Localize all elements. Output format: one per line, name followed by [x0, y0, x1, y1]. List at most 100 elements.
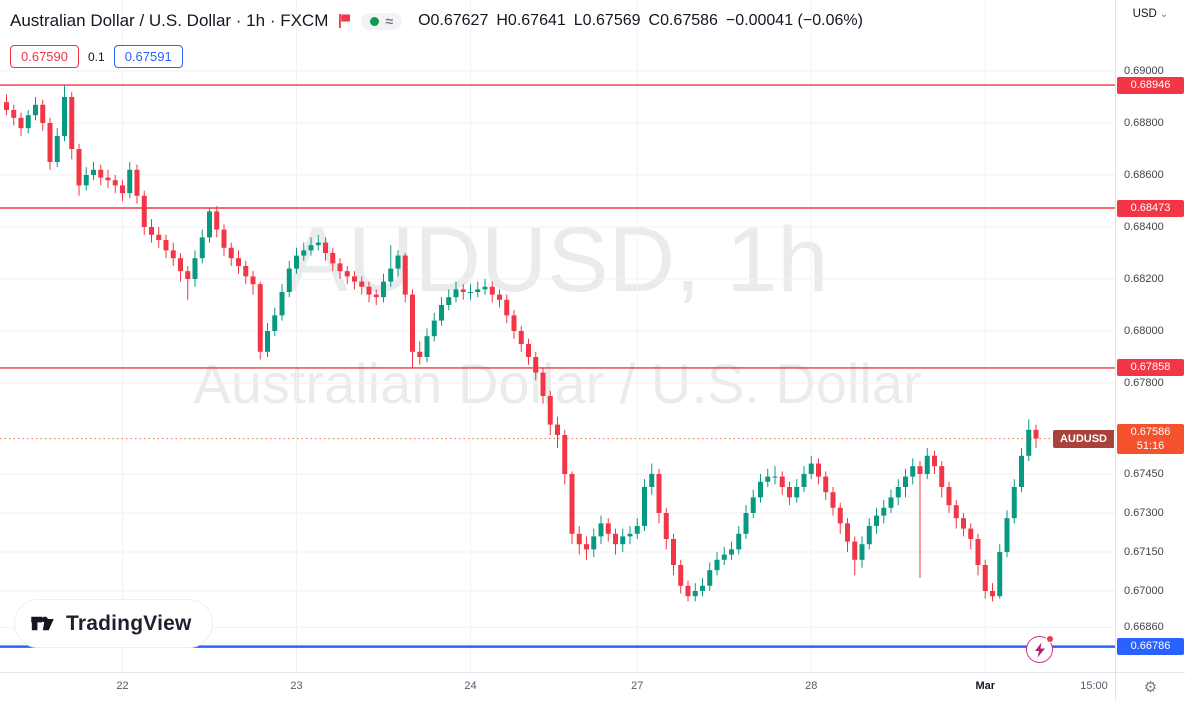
time-label: 24	[464, 680, 477, 692]
current-symbol-tag: AUDUSD	[1052, 429, 1114, 448]
price-tick-label: 0.67450	[1124, 467, 1164, 480]
axis-settings-corner: ⚙	[1115, 672, 1185, 701]
currency-label: USD	[1132, 8, 1157, 20]
candle-body	[366, 286, 372, 295]
candle-body	[968, 528, 974, 539]
tradingview-logo[interactable]: TradingView	[14, 599, 213, 648]
candle-body	[417, 351, 423, 357]
candle-body	[149, 226, 154, 235]
candle-body	[185, 271, 191, 279]
low-value: 0.67569	[582, 12, 641, 29]
ohlc-values: O0.67627 H0.67641 L0.67569 C0.67586 −0.0…	[418, 12, 863, 30]
candle-body	[134, 169, 140, 196]
candle-body	[221, 229, 227, 248]
time-label: 27	[631, 680, 644, 692]
candle-body	[729, 549, 734, 555]
candle-body	[707, 570, 713, 586]
high-label: H	[496, 12, 508, 29]
market-open-dot-icon	[370, 16, 380, 26]
candle-body	[982, 564, 988, 591]
candle-body	[120, 185, 125, 194]
flag-icon[interactable]	[338, 13, 351, 29]
candle-body	[112, 180, 118, 186]
level-price-label: 0.68946	[1117, 76, 1184, 94]
candle-body	[453, 289, 459, 298]
candle-body	[236, 258, 241, 266]
time-axis[interactable]: 22 23 24 27 28 Mar 15:00	[0, 672, 1115, 701]
candle-body	[373, 294, 379, 298]
candle-body	[352, 276, 357, 282]
candle-body	[439, 304, 444, 321]
candle-body	[279, 291, 285, 316]
tradingview-logo-icon	[31, 616, 54, 631]
candle-body	[852, 541, 858, 560]
candle-body	[475, 289, 481, 292]
candle-body	[946, 486, 952, 506]
market-status-pill[interactable]: ≈	[361, 12, 403, 30]
chart-legend: Australian Dollar / U.S. Dollar · 1h · F…	[10, 11, 863, 31]
candle-body	[859, 544, 865, 560]
gear-icon[interactable]: ⚙	[1143, 679, 1158, 696]
candle-body	[91, 169, 96, 175]
candle-body	[656, 473, 662, 513]
candle-body	[620, 536, 626, 545]
candle-body	[953, 505, 959, 519]
candle-body	[555, 424, 560, 435]
candle-body	[105, 177, 111, 181]
candle-body	[866, 525, 872, 545]
time-label: Mar	[975, 680, 996, 692]
price-tick-label: 0.67300	[1124, 506, 1164, 519]
currency-selector[interactable]: USD ⌄	[1116, 8, 1185, 20]
candle-body	[141, 195, 147, 227]
candle-body	[4, 102, 9, 110]
candle-body	[787, 486, 792, 498]
candle-body	[286, 268, 292, 292]
candle-body	[272, 315, 278, 331]
chevron-down-icon: ⌄	[1160, 9, 1169, 20]
candle-body	[881, 507, 887, 516]
candle-body	[308, 245, 314, 251]
time-label: 22	[116, 680, 129, 692]
candle-body	[526, 343, 531, 357]
candle-body	[207, 211, 212, 238]
sell-button[interactable]: 0.67590	[10, 45, 79, 68]
candle-body	[33, 104, 38, 116]
candle-body	[62, 96, 67, 136]
candle-body	[199, 237, 205, 259]
flash-events-button[interactable]	[1026, 635, 1054, 663]
candle-body	[997, 551, 1003, 597]
candle-body	[330, 252, 336, 264]
candle-body	[497, 294, 502, 300]
candle-body	[25, 115, 31, 129]
candle-body	[315, 242, 321, 246]
buy-button[interactable]: 0.67591	[113, 45, 183, 68]
candle-body	[692, 590, 698, 597]
close-label: C	[648, 12, 661, 29]
candle-body	[1019, 455, 1024, 487]
level-price-label: 0.66786	[1117, 638, 1184, 656]
candle-body	[446, 297, 452, 305]
time-label: 23	[290, 680, 303, 692]
price-tick-label: 0.66860	[1124, 621, 1164, 634]
time-label: 28	[805, 680, 818, 692]
low-label: L	[573, 12, 583, 29]
candle-body	[939, 466, 945, 487]
candle-body	[1004, 518, 1010, 552]
price-axis[interactable]: USD ⌄ 0.67586 51:16 0.69000 0.68800 0.6860…	[1115, 0, 1185, 672]
candle-body	[816, 463, 821, 477]
spread-value: 0.1	[88, 49, 105, 64]
candle-body	[663, 512, 669, 539]
candle-body	[424, 336, 430, 357]
price-tick-label: 0.68200	[1124, 272, 1164, 285]
chart-surface[interactable]: AUDUSD, 1h Australian Dollar / U.S. Doll…	[0, 0, 1115, 672]
lightning-icon	[1034, 642, 1045, 657]
candle-body	[765, 476, 771, 482]
candle-body	[47, 122, 53, 162]
candle-body	[482, 286, 488, 290]
candle-body	[649, 473, 655, 487]
symbol-title[interactable]: Australian Dollar / U.S. Dollar · 1h · F…	[10, 11, 329, 30]
candle-body	[794, 486, 800, 498]
candle-body	[489, 286, 495, 295]
price-tick-label: 0.67800	[1124, 376, 1164, 389]
bar-countdown: 51:16	[1136, 439, 1165, 452]
